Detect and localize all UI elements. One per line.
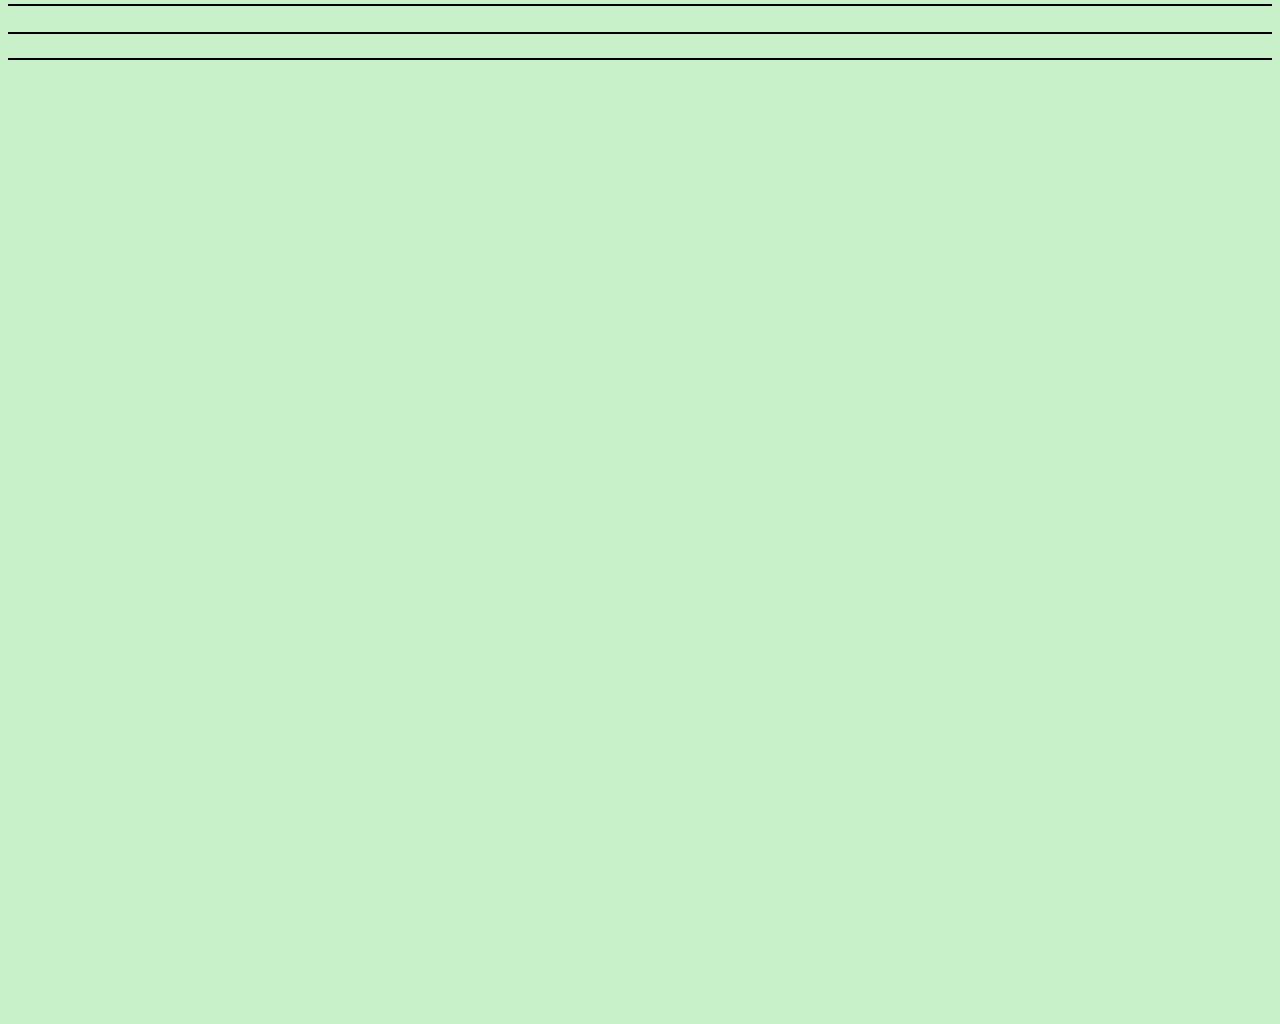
header bbox=[8, 4, 1272, 60]
separator-icon bbox=[661, 10, 675, 28]
header-line-2 bbox=[8, 32, 1272, 60]
separator-icon bbox=[646, 38, 660, 56]
separator-icon bbox=[609, 10, 623, 28]
separator-icon bbox=[635, 10, 649, 28]
separator-icon bbox=[620, 38, 634, 56]
header-line-1 bbox=[8, 4, 1272, 32]
